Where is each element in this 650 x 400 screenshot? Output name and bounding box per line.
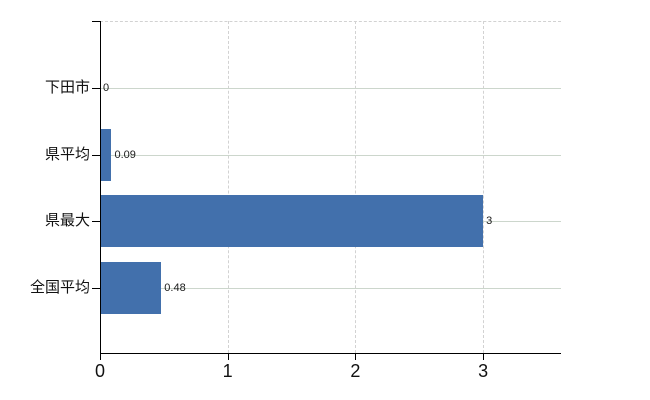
value-label: 3 (486, 215, 493, 228)
category-label: 県平均 (44, 145, 90, 163)
x-axis-tick (355, 354, 357, 360)
x-tick-label: 2 (350, 361, 361, 381)
y-axis-tick (92, 154, 100, 156)
x-axis-tick (100, 354, 101, 360)
plot-area: 0 1 2 3 0 0.09 3 0.48 (92, 21, 561, 381)
bar (100, 128, 112, 181)
plot-top-border (100, 21, 561, 22)
value-label: 0 (103, 82, 110, 94)
y-axis-tick (92, 288, 100, 290)
category-label: 全国平均 (29, 279, 90, 297)
gridline-horizontal (100, 288, 561, 290)
x-axis (100, 353, 561, 354)
x-axis-tick (483, 354, 485, 360)
gridline-vertical (355, 21, 357, 353)
value-label: 0.48 (164, 282, 186, 295)
category-label: 下田市 (44, 79, 90, 96)
value-label: 0.09 (114, 148, 136, 161)
y-axis-end-tick (92, 21, 100, 22)
bar (100, 262, 162, 315)
gridline-vertical (483, 21, 485, 353)
x-tick-label: 0 (94, 361, 105, 381)
x-axis-tick (227, 354, 229, 360)
bar (100, 195, 484, 248)
y-axis-tick (92, 88, 100, 89)
y-axis (100, 21, 101, 353)
category-label: 県最大 (44, 212, 90, 230)
x-tick-label: 1 (222, 361, 233, 381)
gridline-vertical (227, 21, 229, 353)
gridline-horizontal (100, 88, 561, 89)
y-axis-tick (92, 221, 100, 223)
x-tick-label: 3 (478, 361, 489, 381)
gridline-horizontal (100, 154, 561, 156)
